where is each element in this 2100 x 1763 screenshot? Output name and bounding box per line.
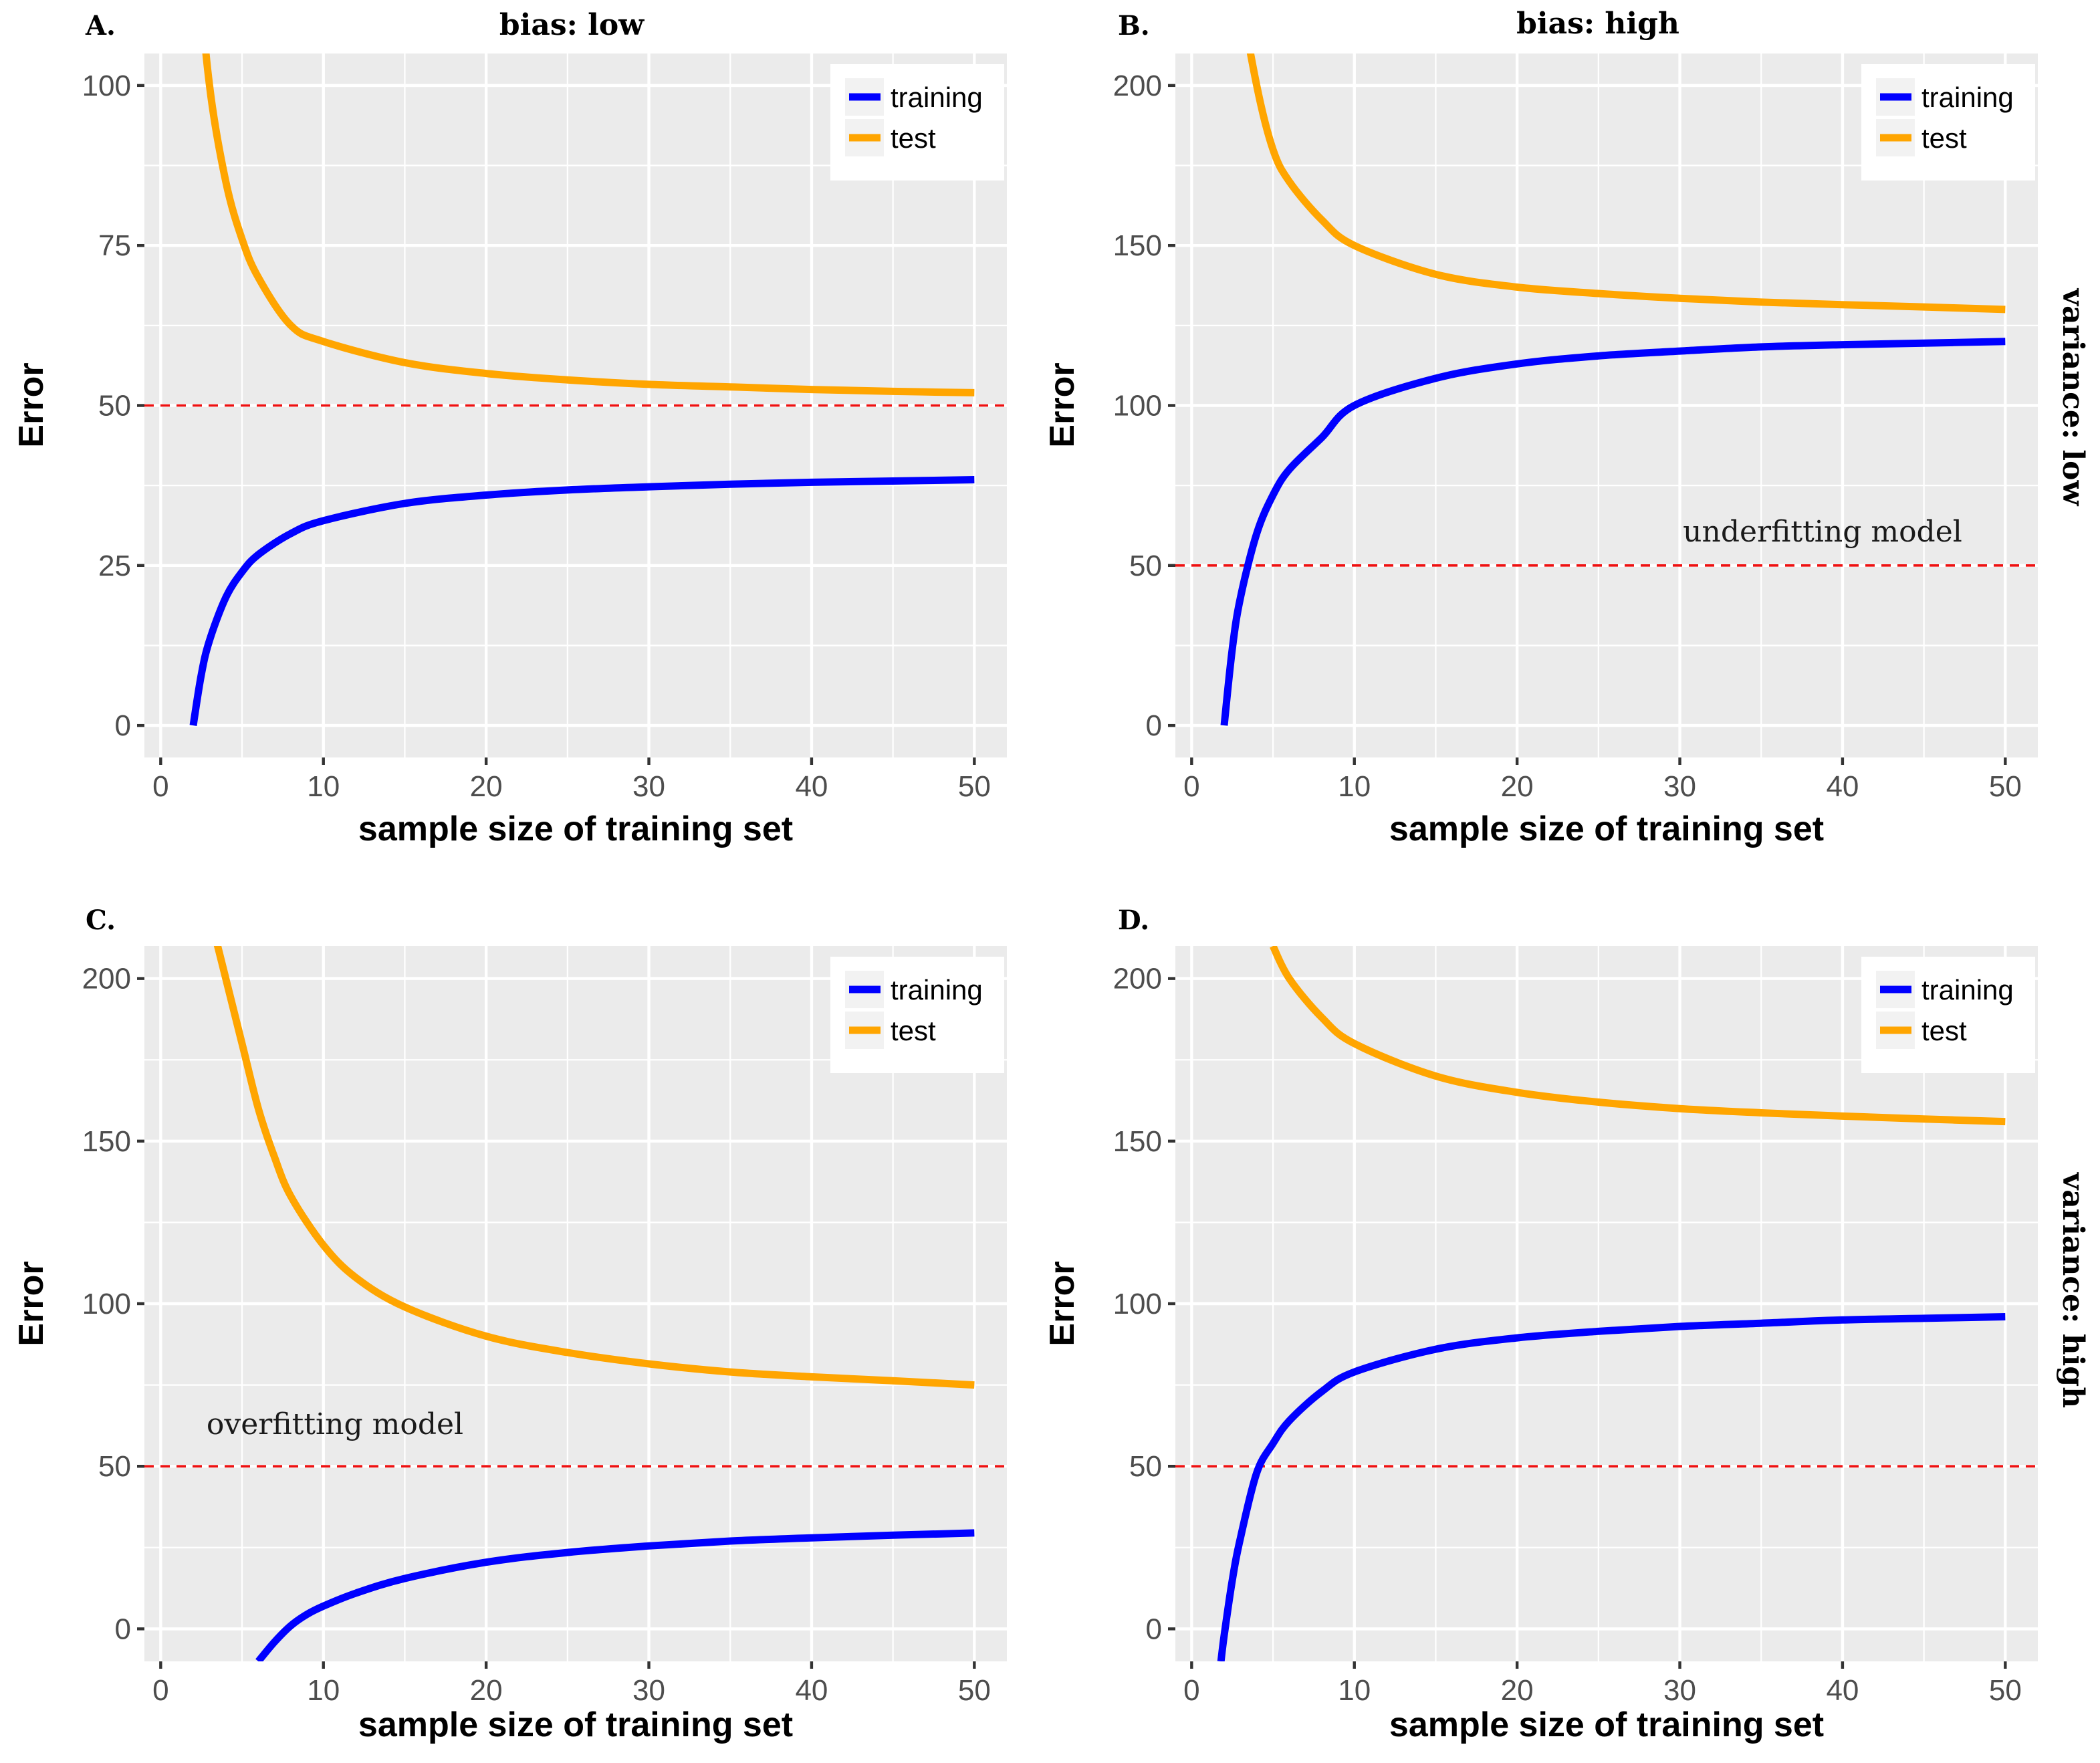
x-tick-label: 0 — [152, 1674, 168, 1707]
panel-c: C. 0 10 20 30 40 50 0 50 100 150 200 sample size of … — [12, 905, 1007, 1744]
strip-variance-low: variance: low — [2056, 288, 2090, 507]
panel-d: D. 0 10 20 30 40 50 0 50 100 150 200 sample size of … — [1043, 905, 2038, 1744]
legend-label-training: training — [891, 974, 983, 1006]
x-tick-label: 40 — [795, 1674, 828, 1707]
series-training-line — [255, 1529, 975, 1661]
y-axis-title: Error — [12, 1261, 51, 1346]
y-axis-title: Error — [1043, 362, 1082, 447]
y-tick-label: 0 — [115, 1613, 131, 1645]
y-tick-label: 150 — [1113, 229, 1162, 262]
panel-a: A. 0 10 20 30 40 50 0 25 50 75 100 sample size of tr… — [12, 10, 1007, 848]
y-tick-label: 50 — [1129, 550, 1162, 582]
x-tick-label: 20 — [1501, 1674, 1534, 1707]
x-axis-title: sample size of training set — [358, 1706, 793, 1744]
legend: training test — [1861, 64, 2035, 181]
legend-label-test: test — [1921, 1015, 1967, 1046]
panel-tag: A. — [85, 10, 116, 41]
y-tick-label: 150 — [82, 1125, 131, 1158]
x-tick-label: 0 — [1183, 770, 1199, 803]
panel-b: B. 0 10 20 30 40 50 0 50 100 150 200 sample size of … — [1043, 10, 2038, 848]
x-tick-label: 40 — [795, 770, 828, 803]
y-tick-label: 100 — [82, 70, 131, 102]
panel-tag: D. — [1118, 905, 1149, 936]
legend: training test — [830, 64, 1004, 181]
x-tick-label: 30 — [1663, 1674, 1696, 1707]
x-tick-label: 20 — [1501, 770, 1534, 803]
y-tick-label: 200 — [1113, 70, 1162, 102]
facet-strips: bias: low bias: high variance: low varia… — [499, 7, 2090, 1408]
x-tick-label: 10 — [1338, 1674, 1371, 1707]
x-tick-label: 10 — [307, 1674, 340, 1707]
y-tick-label: 100 — [1113, 1288, 1162, 1320]
x-tick-label: 40 — [1826, 770, 1859, 803]
strip-bias-high: bias: high — [1516, 7, 1679, 41]
panel-tag: B. — [1118, 10, 1150, 41]
x-tick-label: 30 — [632, 770, 665, 803]
y-tick-label: 75 — [98, 229, 131, 262]
y-tick-label: 0 — [1146, 1613, 1162, 1645]
annotation-text: overfitting model — [207, 1407, 463, 1441]
x-tick-label: 10 — [1338, 770, 1371, 803]
x-tick-label: 0 — [152, 770, 168, 803]
x-tick-label: 50 — [958, 770, 991, 803]
x-tick-label: 10 — [307, 770, 340, 803]
x-tick-label: 50 — [958, 1674, 991, 1707]
x-axis-title: sample size of training set — [1389, 1706, 1824, 1744]
x-tick-label: 20 — [470, 1674, 503, 1707]
legend: training test — [830, 957, 1004, 1073]
legend: training test — [1861, 957, 2035, 1073]
series-training-line — [1217, 1313, 2006, 1661]
x-tick-label: 0 — [1183, 1674, 1199, 1707]
y-tick-label: 0 — [1146, 709, 1162, 742]
series-training-line — [189, 476, 975, 726]
x-tick-label: 20 — [470, 770, 503, 803]
legend-label-test: test — [891, 122, 936, 154]
x-tick-label: 30 — [632, 1674, 665, 1707]
series-training-line — [1220, 338, 2006, 726]
legend-label-test: test — [1921, 122, 1967, 154]
x-tick-label: 40 — [1826, 1674, 1859, 1707]
y-tick-label: 150 — [1113, 1125, 1162, 1158]
strip-bias-low: bias: low — [499, 8, 645, 42]
panel-tag: C. — [86, 905, 116, 936]
legend-label-test: test — [891, 1015, 936, 1046]
x-axis-title: sample size of training set — [1389, 810, 1824, 848]
y-tick-label: 100 — [1113, 390, 1162, 423]
x-tick-label: 50 — [1989, 1674, 2022, 1707]
legend-label-training: training — [1921, 974, 2014, 1006]
annotation-text: underfitting model — [1683, 515, 1962, 549]
y-tick-label: 50 — [98, 390, 131, 423]
y-tick-label: 50 — [98, 1450, 131, 1483]
y-axis-title: Error — [1043, 1261, 1082, 1346]
strip-variance-high: variance: high — [2056, 1172, 2090, 1408]
y-tick-label: 100 — [82, 1288, 131, 1320]
series-test-line — [213, 946, 975, 1389]
series-test-line — [1270, 946, 2006, 1126]
series-test-line — [1246, 53, 2006, 314]
legend-label-training: training — [891, 82, 983, 113]
y-tick-label: 200 — [1113, 963, 1162, 995]
y-axis-title: Error — [12, 362, 51, 447]
series-test-line — [202, 53, 975, 396]
y-tick-label: 50 — [1129, 1450, 1162, 1483]
x-axis-title: sample size of training set — [358, 810, 793, 848]
legend-label-training: training — [1921, 82, 2014, 113]
y-tick-label: 0 — [115, 709, 131, 742]
y-tick-label: 25 — [98, 550, 131, 582]
y-tick-label: 200 — [82, 963, 131, 995]
x-tick-label: 30 — [1663, 770, 1696, 803]
x-tick-label: 50 — [1989, 770, 2022, 803]
